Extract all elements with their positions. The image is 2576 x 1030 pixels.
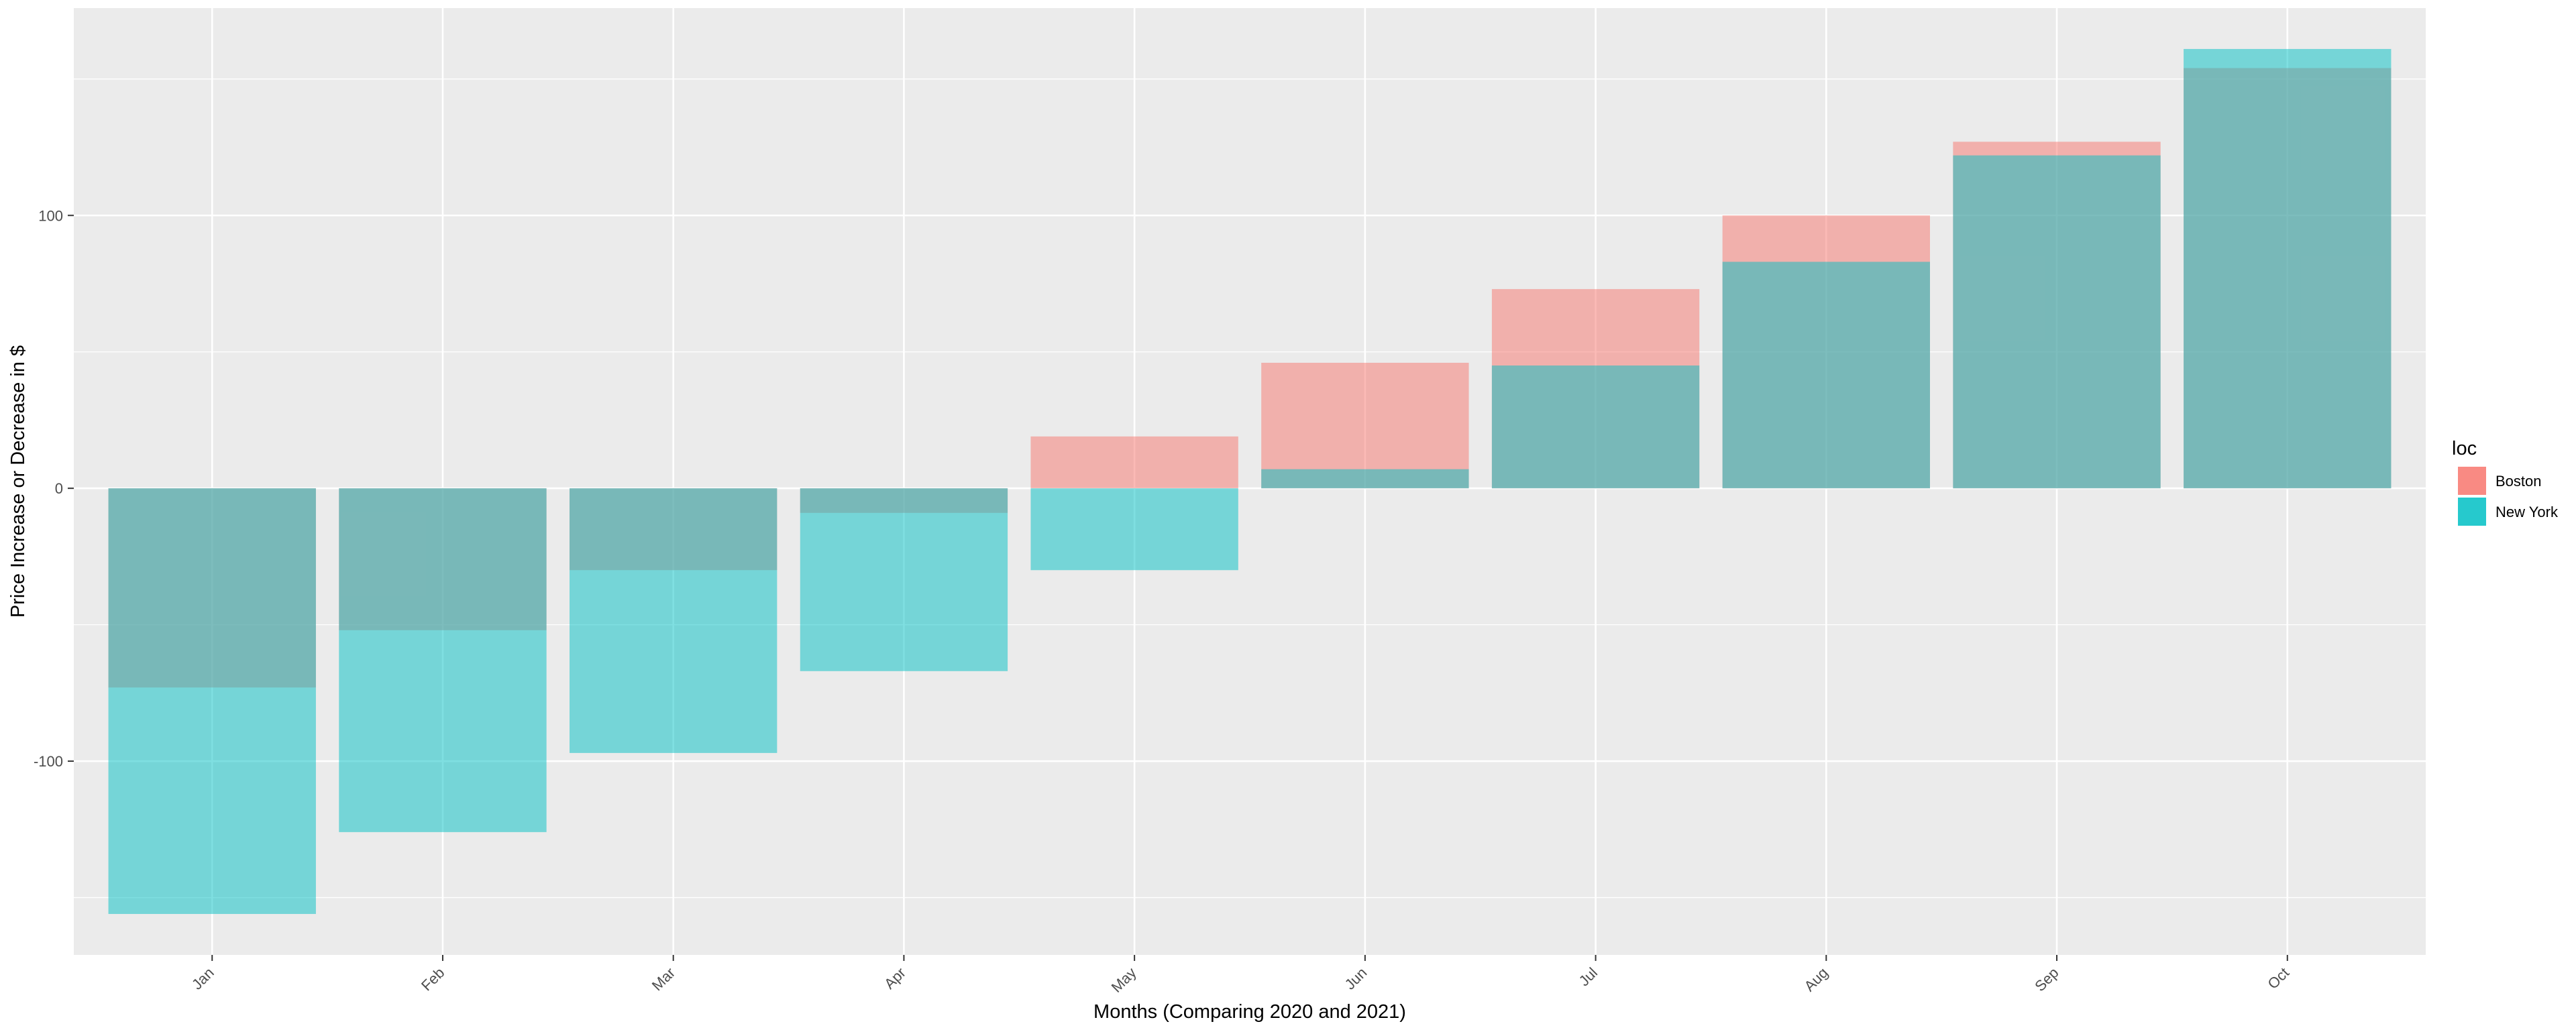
legend: loc Boston New York [2452, 438, 2559, 526]
x-tick-label: Feb [418, 964, 447, 994]
x-tick-label: Jul [1576, 964, 1601, 990]
legend-title: loc [2452, 438, 2477, 459]
x-tick-label: Oct [2264, 964, 2292, 992]
x-tick-label: May [1108, 964, 1140, 996]
x-tick-label: Mar [649, 964, 678, 994]
bar-new-york-aug [1722, 262, 1930, 489]
x-axis-title: Months (Comparing 2020 and 2021) [1093, 1001, 1406, 1023]
bar-new-york-may [1030, 488, 1238, 571]
x-axis: Jan Feb Mar Apr May Jun Jul Aug Sep Oct [189, 955, 2292, 996]
legend-label: Boston [2496, 473, 2542, 490]
y-tick-label: 100 [38, 207, 63, 224]
y-axis-title: Price Increase or Decrease in $ [7, 345, 29, 618]
x-tick-label: Jan [189, 964, 217, 993]
bar-new-york-apr [800, 488, 1008, 671]
bar-boston-may [1030, 436, 1238, 489]
bar-new-york-jan [108, 488, 316, 914]
bar-new-york-sep [1953, 155, 2161, 489]
y-axis: -100 0 100 [34, 207, 74, 770]
legend-key-boston [2458, 467, 2486, 495]
bars [108, 49, 2392, 914]
bar-boston-jun [1261, 362, 1469, 489]
y-tick-label: -100 [34, 753, 63, 770]
x-tick-label: Sep [2031, 964, 2061, 994]
x-tick-label: Apr [881, 964, 909, 992]
legend-key-new-york [2458, 498, 2486, 526]
bar-new-york-jul [1491, 365, 1700, 489]
bar-new-york-mar [570, 488, 777, 753]
x-tick-label: Aug [1801, 964, 1831, 994]
bar-new-york-oct [2184, 49, 2392, 489]
bar-new-york-jun [1261, 469, 1469, 489]
x-tick-label: Jun [1342, 964, 1371, 993]
legend-label: New York [2496, 504, 2559, 520]
bar-new-york-feb [339, 488, 547, 832]
y-tick-label: 0 [55, 480, 63, 497]
